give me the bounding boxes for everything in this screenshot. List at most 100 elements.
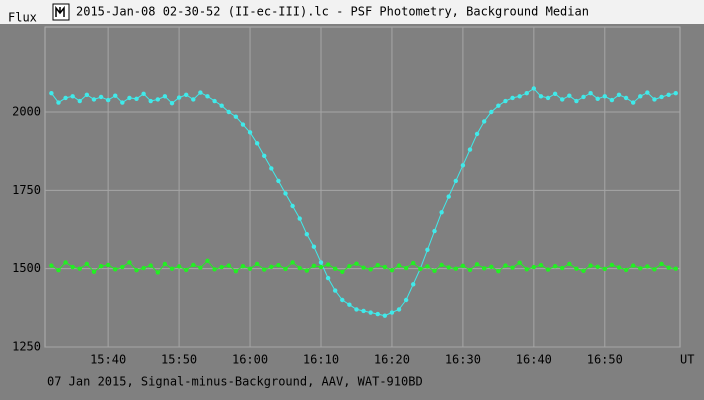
data-point [595, 96, 600, 102]
x-tick-label: 16:00 [232, 353, 268, 367]
data-point [574, 98, 579, 104]
data-point [340, 269, 345, 274]
data-point [481, 119, 487, 124]
data-point [638, 266, 643, 271]
data-point [389, 268, 395, 273]
data-point [63, 95, 68, 101]
data-point [176, 95, 182, 100]
data-point [425, 264, 430, 269]
data-point [609, 97, 615, 103]
data-point [340, 297, 345, 303]
data-point [673, 91, 678, 96]
data-point [169, 101, 175, 106]
x-tick-label: 16:50 [587, 353, 623, 367]
x-tick-label: 15:50 [161, 353, 197, 367]
data-point [212, 98, 217, 104]
data-point [297, 216, 302, 221]
data-point [616, 265, 622, 270]
data-point [616, 92, 622, 97]
x-tick-label: 15:40 [90, 353, 126, 367]
data-point [276, 178, 281, 184]
data-point [552, 263, 558, 269]
data-point [439, 262, 444, 268]
data-point [141, 265, 146, 271]
x-tick-label: 16:40 [516, 353, 552, 367]
data-point [602, 266, 607, 272]
y-tick-label: 1500 [12, 261, 41, 275]
data-point [382, 264, 388, 270]
data-point [141, 91, 146, 97]
data-point [56, 100, 61, 105]
data-point [638, 94, 643, 99]
data-point [290, 260, 295, 265]
data-point [496, 268, 501, 274]
data-point [531, 86, 537, 91]
data-point [283, 266, 288, 272]
data-point [49, 263, 54, 268]
data-point [474, 131, 480, 137]
data-point [212, 267, 217, 272]
title-bar [0, 0, 704, 24]
data-point [127, 95, 132, 101]
data-point [354, 261, 359, 266]
data-point [98, 263, 104, 269]
data-point [361, 308, 366, 314]
y-tick-label: 1750 [12, 183, 41, 197]
data-point [368, 267, 373, 272]
data-point [623, 95, 629, 101]
data-point [538, 263, 544, 268]
data-point [496, 103, 501, 108]
data-point [290, 203, 295, 209]
y-tick-label: 2000 [12, 105, 41, 119]
data-point [375, 311, 380, 317]
data-point [134, 96, 139, 102]
data-point [240, 263, 246, 269]
data-point [432, 228, 437, 234]
data-point [652, 267, 657, 272]
data-point [233, 268, 239, 274]
x-axis-label: UT [680, 353, 694, 367]
data-point [134, 268, 139, 273]
data-point [176, 264, 182, 269]
x-tick-label: 16:30 [445, 353, 481, 367]
data-point [368, 310, 373, 315]
data-point [595, 264, 600, 269]
data-point [247, 266, 253, 271]
data-point [332, 288, 338, 293]
data-point [666, 265, 671, 270]
data-point [545, 95, 551, 101]
y-tick-label: 1250 [12, 340, 41, 354]
data-point [375, 263, 380, 268]
data-point [105, 262, 111, 268]
data-point [262, 153, 267, 159]
data-point [205, 94, 210, 99]
data-point [155, 97, 161, 102]
data-point [630, 100, 636, 105]
data-point [162, 261, 168, 267]
data-point [588, 263, 593, 268]
data-point [531, 264, 537, 270]
data-point [63, 260, 68, 265]
data-point [403, 265, 409, 271]
data-point [276, 263, 281, 268]
data-point [169, 266, 175, 271]
data-point [84, 92, 90, 97]
data-point [70, 94, 75, 99]
data-point [254, 141, 260, 146]
data-point [588, 91, 593, 96]
data-point [262, 267, 267, 272]
data-point [297, 265, 302, 271]
data-point [460, 263, 466, 269]
data-point [645, 264, 650, 269]
data-point [524, 91, 529, 96]
data-point [517, 94, 522, 99]
data-point [510, 265, 515, 270]
data-point [56, 268, 61, 273]
data-point [304, 232, 310, 237]
data-point [49, 91, 54, 96]
data-point [226, 263, 231, 268]
data-point [560, 97, 565, 102]
data-point [411, 260, 416, 266]
data-point [538, 94, 544, 99]
